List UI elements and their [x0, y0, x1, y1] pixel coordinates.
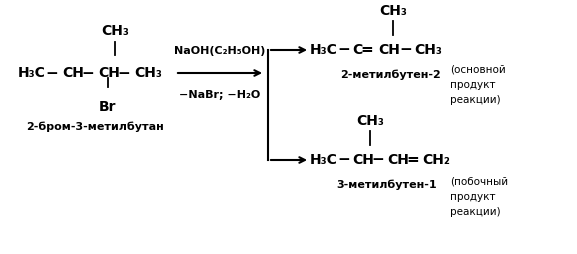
Text: CH₃: CH₃	[356, 114, 384, 128]
Text: CH₃: CH₃	[101, 24, 129, 38]
Text: H₃C: H₃C	[310, 153, 338, 167]
Text: −: −	[118, 66, 130, 81]
Text: реакции): реакции)	[450, 207, 501, 217]
Text: −: −	[46, 66, 58, 81]
Text: =: =	[361, 42, 373, 57]
Text: −: −	[338, 42, 350, 57]
Text: (побочный: (побочный	[450, 177, 508, 187]
Text: CH₃: CH₃	[379, 4, 407, 18]
Text: CH: CH	[98, 66, 120, 80]
Text: H₃C: H₃C	[310, 43, 338, 57]
Text: продукт: продукт	[450, 192, 496, 202]
Text: продукт: продукт	[450, 80, 496, 90]
Text: CH: CH	[387, 153, 409, 167]
Text: −NaBr; −H₂O: −NaBr; −H₂O	[179, 90, 261, 100]
Text: (основной: (основной	[450, 65, 506, 75]
Text: Br: Br	[99, 100, 117, 114]
Text: 2-бром-3-метилбутан: 2-бром-3-метилбутан	[26, 122, 164, 133]
Text: H₃C: H₃C	[18, 66, 46, 80]
Text: C: C	[352, 43, 362, 57]
Text: CH: CH	[62, 66, 84, 80]
Text: −: −	[81, 66, 95, 81]
Text: CH: CH	[352, 153, 374, 167]
Text: −: −	[400, 42, 413, 57]
Text: =: =	[407, 152, 419, 167]
Text: реакции): реакции)	[450, 95, 501, 105]
Text: CH₃: CH₃	[134, 66, 162, 80]
Text: 3-метилбутен-1: 3-метилбутен-1	[336, 180, 437, 190]
Text: NaOH(C₂H₅OH): NaOH(C₂H₅OH)	[174, 46, 265, 56]
Text: CH₃: CH₃	[414, 43, 442, 57]
Text: 2-метилбутен-2: 2-метилбутен-2	[340, 70, 441, 81]
Text: −: −	[338, 152, 350, 167]
Text: CH₂: CH₂	[422, 153, 450, 167]
Text: CH: CH	[378, 43, 400, 57]
Text: −: −	[372, 152, 384, 167]
